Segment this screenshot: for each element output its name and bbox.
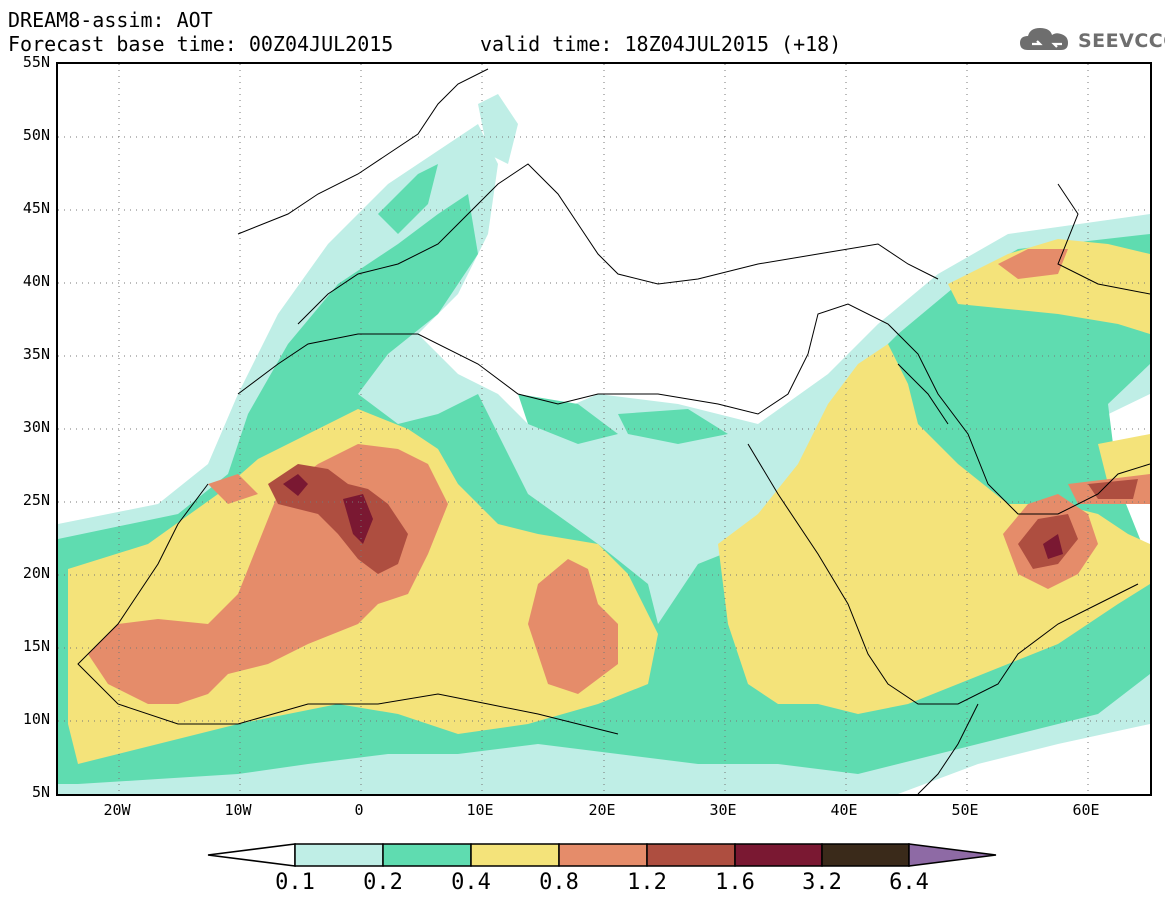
aot-contour-1-6 xyxy=(283,474,1063,559)
lat-label: 10N xyxy=(22,710,50,728)
lon-label: 50E xyxy=(951,801,979,819)
lon-label: 0 xyxy=(354,801,364,819)
lon-label: 40E xyxy=(830,801,858,819)
lat-label: 35N xyxy=(22,345,50,363)
colorbar-label: 1.2 xyxy=(627,870,667,895)
cloud-logo-icon xyxy=(1020,28,1068,50)
colorbar-label: 0.8 xyxy=(539,870,579,895)
lat-label: 45N xyxy=(22,199,50,217)
aot-colorbar xyxy=(207,843,997,867)
forecast-base-time: Forecast base time: 00Z04JUL2015 xyxy=(8,32,394,56)
aot-map xyxy=(56,62,1152,796)
colorbar-bin xyxy=(558,843,648,867)
seevccc-logo: SEEVCCC xyxy=(1018,24,1165,58)
lat-label: 40N xyxy=(22,272,50,290)
lat-label: 5N xyxy=(31,783,50,801)
lon-label: 20W xyxy=(103,801,131,819)
lat-label: 15N xyxy=(22,637,50,655)
map-canvas xyxy=(58,64,1150,794)
lon-label: 60E xyxy=(1072,801,1100,819)
valid-time: valid time: 18Z04JUL2015 (+18) xyxy=(480,32,842,56)
colorbar-bin xyxy=(821,843,910,867)
colorbar-label: 1.6 xyxy=(715,870,755,895)
lat-label: 25N xyxy=(22,491,50,509)
logo-text: SEEVCCC xyxy=(1078,30,1165,52)
colorbar-bin xyxy=(734,843,823,867)
colorbar-bin xyxy=(470,843,560,867)
colorbar-label: 0.1 xyxy=(275,870,315,895)
map-title: DREAM8-assim: AOT xyxy=(8,8,213,32)
colorbar-low-arrow xyxy=(207,843,296,867)
lat-label: 55N xyxy=(22,53,50,71)
lon-label: 30E xyxy=(709,801,737,819)
lon-label: 20E xyxy=(588,801,616,819)
coastlines xyxy=(77,68,1150,794)
colorbar-label: 3.2 xyxy=(802,870,842,895)
colorbar-bin xyxy=(646,843,736,867)
colorbar-bin xyxy=(294,843,384,867)
colorbar-label: 6.4 xyxy=(889,870,929,895)
colorbar-high-arrow xyxy=(908,843,997,867)
lat-label: 50N xyxy=(22,126,50,144)
lon-label: 10W xyxy=(224,801,252,819)
colorbar-bin xyxy=(382,843,472,867)
colorbar-label: 0.4 xyxy=(451,870,491,895)
lat-lon-grid xyxy=(58,64,1150,794)
lon-label: 10E xyxy=(466,801,494,819)
colorbar-label: 0.2 xyxy=(363,870,403,895)
lat-label: 20N xyxy=(22,564,50,582)
lat-label: 30N xyxy=(22,418,50,436)
